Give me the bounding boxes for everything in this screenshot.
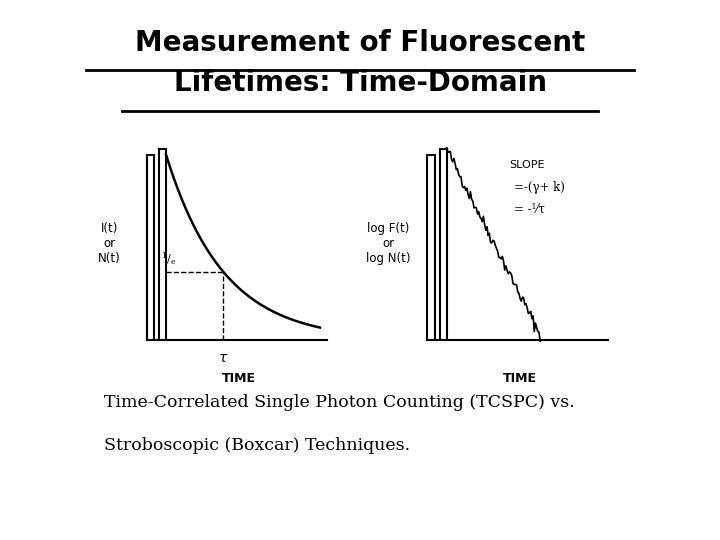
Text: I(t)
or
N(t): I(t) or N(t) xyxy=(98,221,121,265)
Text: = -⅟τ: = -⅟τ xyxy=(513,202,544,215)
Text: TIME: TIME xyxy=(222,372,256,385)
Text: $\mathregular{^1/_e}$: $\mathregular{^1/_e}$ xyxy=(161,251,176,267)
Text: $\tau$: $\tau$ xyxy=(218,351,229,365)
Text: log F(t)
or
log N(t): log F(t) or log N(t) xyxy=(366,221,410,265)
Text: SLOPE: SLOPE xyxy=(509,160,545,170)
Text: Stroboscopic (Boxcar) Techniques.: Stroboscopic (Boxcar) Techniques. xyxy=(104,437,410,454)
Text: Measurement of Fluorescent: Measurement of Fluorescent xyxy=(135,29,585,57)
Text: =-(γ+ k): =-(γ+ k) xyxy=(513,181,564,194)
Text: Time-Correlated Single Photon Counting (TCSPC) vs.: Time-Correlated Single Photon Counting (… xyxy=(104,394,575,411)
Text: TIME: TIME xyxy=(503,372,536,385)
Text: Lifetimes: Time-Domain: Lifetimes: Time-Domain xyxy=(174,69,546,97)
